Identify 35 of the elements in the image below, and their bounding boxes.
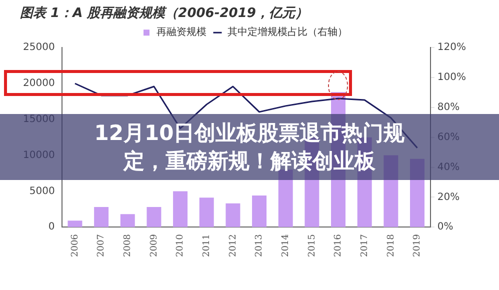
x-tick-label: 2016 — [334, 234, 344, 257]
x-tick-label: 2011 — [202, 234, 212, 257]
x-tick-label: 2019 — [412, 234, 423, 257]
x-tick-label: 2013 — [254, 234, 265, 257]
y-tick-label: 5000 — [29, 186, 55, 197]
bar — [252, 196, 267, 228]
bar — [68, 220, 82, 228]
legend-label: 其中定增规模占比（右轴） — [228, 26, 348, 38]
x-tick-label: 2014 — [280, 234, 291, 257]
x-tick-label: 2018 — [386, 234, 396, 257]
x-tick-label: 2007 — [96, 234, 107, 257]
x-tick-label: 2017 — [360, 234, 370, 257]
x-tick-label: 2015 — [307, 234, 318, 257]
x-tick-label: 2009 — [149, 234, 160, 257]
x-tick-label: 2012 — [228, 234, 238, 257]
y2-tick-label: 0% — [437, 222, 454, 233]
bar — [173, 191, 188, 228]
bar — [226, 203, 240, 228]
chart-title: 图表 1：A 股再融资规模（2006-2019，亿元） — [20, 6, 308, 22]
y2-tick-label: 120% — [437, 42, 466, 54]
y-tick-label: 20000 — [23, 78, 55, 90]
x-tick-label: 2008 — [122, 234, 133, 257]
y-tick-label: 0 — [48, 222, 55, 233]
y2-tick-label: 100% — [437, 72, 466, 84]
bar — [120, 214, 135, 228]
x-tick-label: 2006 — [70, 234, 80, 257]
legend-label: 再融资规模 — [156, 26, 206, 38]
y2-tick-label: 20% — [437, 192, 460, 203]
bar — [146, 206, 162, 228]
x-tick-label: 2010 — [176, 234, 186, 257]
bar — [94, 206, 109, 228]
annotation: 12月10日创业板股票退市热门规定，重磅新规！解读创业板 — [93, 120, 406, 175]
bar — [199, 198, 214, 228]
y-tick-label: 25000 — [23, 42, 55, 54]
y2-tick-label: 80% — [437, 102, 460, 114]
